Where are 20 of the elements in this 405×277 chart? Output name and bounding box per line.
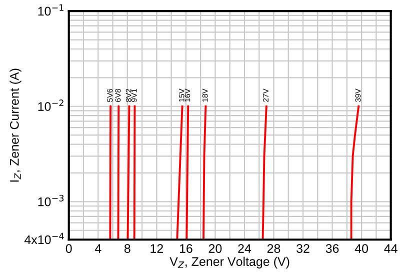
line-series: [262, 105, 268, 240]
x-tick-label: 20: [208, 244, 222, 253]
y-tick-label: 10$^{−1}$: [38, 4, 64, 16]
x-axis-title: V$_{Z}$, Zener Voltage (V): [170, 256, 290, 268]
line-series: [350, 105, 360, 240]
y-axis-title: I$_{Z}$, Zener Current (A): [10, 68, 22, 182]
x-tick-label: 36: [326, 244, 339, 253]
x-tick-label: 8: [124, 244, 130, 253]
x-tick-label: 16: [180, 244, 192, 253]
x-tick-label: 28: [267, 244, 280, 253]
x-tick-label: 24: [238, 244, 252, 253]
x-tick-label: 32: [296, 244, 310, 253]
y-tick-label: 10$^{−2}$: [38, 100, 64, 111]
x-tick-label: 44: [384, 244, 398, 253]
y-tick-label: 10$^{−3}$: [38, 194, 64, 206]
y-tick-label: 4x10$^{−4}$: [24, 232, 64, 244]
x-tick-label: 12: [150, 244, 163, 253]
x-tick-label: 4: [94, 244, 102, 253]
x-tick-label: 40: [354, 244, 368, 253]
x-tick-label: 0: [66, 244, 72, 253]
